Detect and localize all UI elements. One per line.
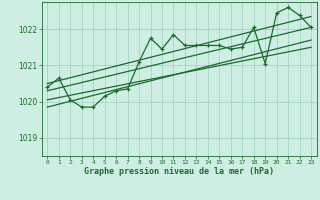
X-axis label: Graphe pression niveau de la mer (hPa): Graphe pression niveau de la mer (hPa) bbox=[84, 167, 274, 176]
